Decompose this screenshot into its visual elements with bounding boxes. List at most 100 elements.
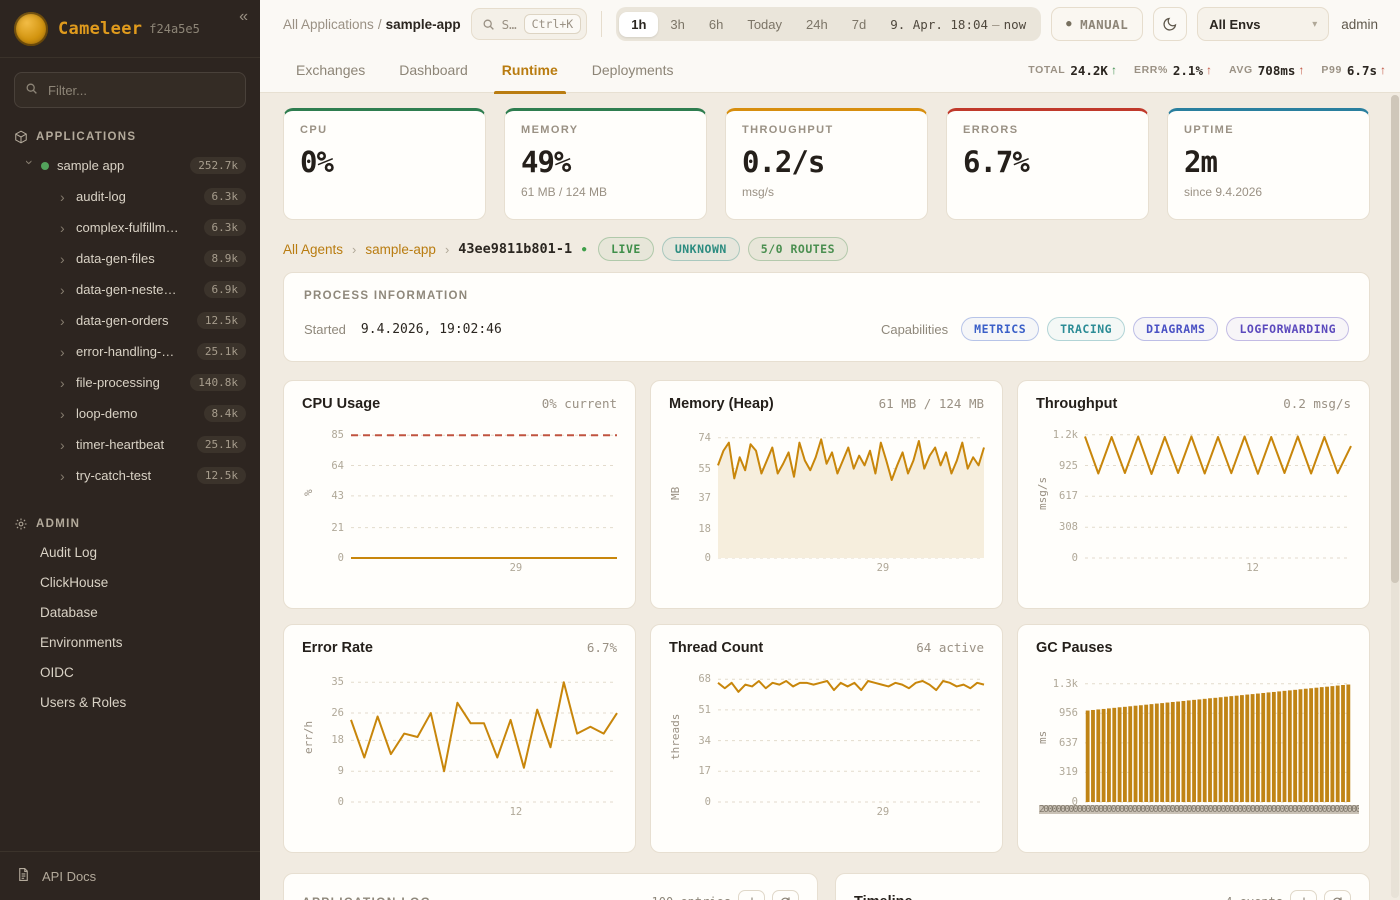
time-range-button[interactable]: 24h — [794, 12, 840, 37]
stat-label: P99 — [1321, 64, 1342, 76]
chart-plot-wrap: 12 — [351, 672, 617, 818]
theme-toggle-button[interactable] — [1153, 7, 1188, 41]
admin-menu-item[interactable]: ClickHouse — [0, 567, 260, 597]
chart-card-error-rate: Error Rate 6.7% err/h 35 26 18 9 0 12 — [283, 624, 636, 853]
breadcrumb-separator: / — [377, 16, 382, 32]
admin-menu-item[interactable]: Database — [0, 597, 260, 627]
chevron-right-icon[interactable]: › — [60, 281, 65, 298]
y-tick-label: 21 — [331, 521, 344, 534]
y-tick-label: 0 — [1071, 552, 1078, 564]
y-tick-label: 68 — [698, 673, 711, 686]
chevron-right-icon[interactable]: › — [60, 312, 65, 329]
tab[interactable]: Exchanges — [296, 48, 365, 93]
metric-grid: CPU 0% MEMORY 49% 61 MB / 124 MB THROUGH… — [283, 108, 1370, 220]
time-range-button[interactable]: 3h — [658, 12, 696, 37]
tab[interactable]: Deployments — [592, 48, 674, 93]
sidebar-item-sample-app[interactable]: › sample app 252.7k — [0, 150, 260, 181]
metric-label: UPTIME — [1184, 124, 1234, 136]
metric-subtitle: since 9.4.2026 — [1184, 185, 1263, 199]
sidebar: Cameleer f24a5e5 « APPLICATIONS › sample… — [0, 0, 260, 900]
sidebar-tree-item[interactable]: › timer-heartbeat 25.1k — [0, 429, 260, 460]
global-search[interactable]: S… Ctrl+K — [470, 8, 588, 40]
scrollbar[interactable] — [1391, 95, 1399, 898]
x-tick-label: 29 — [876, 806, 890, 818]
stat-label: ERR% — [1133, 64, 1168, 76]
trend-arrow-icon: ↑ — [1380, 63, 1386, 77]
chevron-right-icon[interactable]: › — [60, 219, 65, 236]
sidebar-tree-item[interactable]: › data-gen-files 8.9k — [0, 243, 260, 274]
time-range-button[interactable]: 1h — [619, 11, 659, 37]
status-pill: UNKNOWN — [661, 237, 740, 261]
scrollbar-thumb[interactable] — [1391, 95, 1399, 583]
sidebar-collapse-button[interactable]: « — [239, 8, 248, 25]
refresh-icon — [1333, 896, 1342, 900]
chevron-right-icon[interactable]: › — [60, 374, 65, 391]
sidebar-tree-item[interactable]: › data-gen-neste… 6.9k — [0, 274, 260, 305]
download-button[interactable] — [738, 890, 765, 900]
y-tick-label: 18 — [331, 734, 344, 747]
api-docs-item[interactable]: API Docs — [0, 851, 260, 900]
status-pill: DIAGRAMS — [1133, 317, 1219, 341]
tree-item-label: error-handling-… — [76, 344, 175, 359]
download-button[interactable] — [1290, 890, 1317, 900]
all-agents-link[interactable]: All Agents — [283, 241, 344, 257]
chart-plot-wrap: 2000000000000000000000000000000000000000… — [1039, 672, 1359, 814]
agent-app-link[interactable]: sample-app — [365, 241, 436, 257]
manual-dot-icon: ● — [1066, 19, 1073, 29]
chevron-right-icon[interactable]: › — [60, 436, 65, 453]
admin-menu-item[interactable]: OIDC — [0, 657, 260, 687]
chart-current-value: 0% current — [541, 396, 617, 411]
count-badge: 25.1k — [196, 436, 246, 453]
chart-y-ticks: 85 64 43 21 0 — [317, 428, 351, 564]
time-range-button[interactable]: 6h — [697, 12, 735, 37]
user-name[interactable]: admin — [1341, 16, 1379, 32]
count-badge: 6.9k — [203, 281, 246, 298]
time-range-button[interactable]: Today — [735, 12, 794, 37]
chevron-right-icon[interactable]: › — [60, 343, 65, 360]
sidebar-tree-item[interactable]: › file-processing 140.8k — [0, 367, 260, 398]
y-tick-label: 1.2k — [1052, 428, 1078, 441]
applications-section-header: APPLICATIONS — [0, 118, 260, 150]
sidebar-tree-item[interactable]: › error-handling-… 25.1k — [0, 336, 260, 367]
admin-menu-item[interactable]: Environments — [0, 627, 260, 657]
manual-refresh-button[interactable]: ● MANUAL — [1051, 7, 1144, 41]
chevron-down-icon[interactable]: › — [22, 159, 38, 165]
admin-menu-item[interactable]: Audit Log — [0, 537, 260, 567]
refresh-button[interactable] — [1324, 890, 1351, 900]
chevron-right-icon[interactable]: › — [60, 250, 65, 267]
sidebar-tree-item[interactable]: › try-catch-test 12.5k — [0, 460, 260, 491]
metric-label: CPU — [300, 124, 328, 136]
breadcrumb-root-link[interactable]: All Applications — [283, 16, 374, 32]
y-tick-label: 0 — [337, 796, 344, 808]
count-badge: 6.3k — [203, 188, 246, 205]
tab[interactable]: Dashboard — [399, 48, 468, 93]
sidebar-tree-item[interactable]: › audit-log 6.3k — [0, 181, 260, 212]
refresh-button[interactable] — [772, 890, 799, 900]
bottom-panel: APPLICATION LOG 100 entries — [283, 873, 818, 900]
count-badge: 25.1k — [196, 343, 246, 360]
date-range[interactable]: 9. Apr. 18:04— now — [878, 17, 1038, 32]
filter-input[interactable] — [14, 72, 246, 108]
chevron-right-icon[interactable]: › — [60, 467, 65, 484]
admin-menu-item[interactable]: Users & Roles — [0, 687, 260, 717]
admin-item-label: Users & Roles — [40, 694, 127, 710]
x-tick-label: 12 — [1246, 562, 1259, 574]
refresh-icon — [781, 896, 790, 900]
sidebar-tree-item[interactable]: › complex-fulfillm… 6.3k — [0, 212, 260, 243]
chevron-right-icon[interactable]: › — [60, 188, 65, 205]
x-tick-label: 29 — [876, 562, 890, 574]
environment-select[interactable]: All Envs ▾ — [1197, 7, 1330, 41]
sidebar-tree-item[interactable]: › loop-demo 8.4k — [0, 398, 260, 429]
chart-title: Error Rate — [302, 640, 373, 656]
capabilities-label: Capabilities — [880, 321, 949, 337]
admin-item-label: Environments — [40, 634, 123, 650]
y-tick-label: 85 — [331, 429, 344, 442]
tree-item-label: file-processing — [76, 375, 160, 390]
status-pill: METRICS — [961, 317, 1040, 341]
time-range-button[interactable]: 7d — [840, 12, 878, 37]
metric-label: MEMORY — [521, 124, 579, 136]
sidebar-tree-item[interactable]: › data-gen-orders 12.5k — [0, 305, 260, 336]
tab[interactable]: Runtime — [493, 48, 566, 94]
environment-value: All Envs — [1209, 16, 1261, 32]
chevron-right-icon[interactable]: › — [60, 405, 65, 422]
